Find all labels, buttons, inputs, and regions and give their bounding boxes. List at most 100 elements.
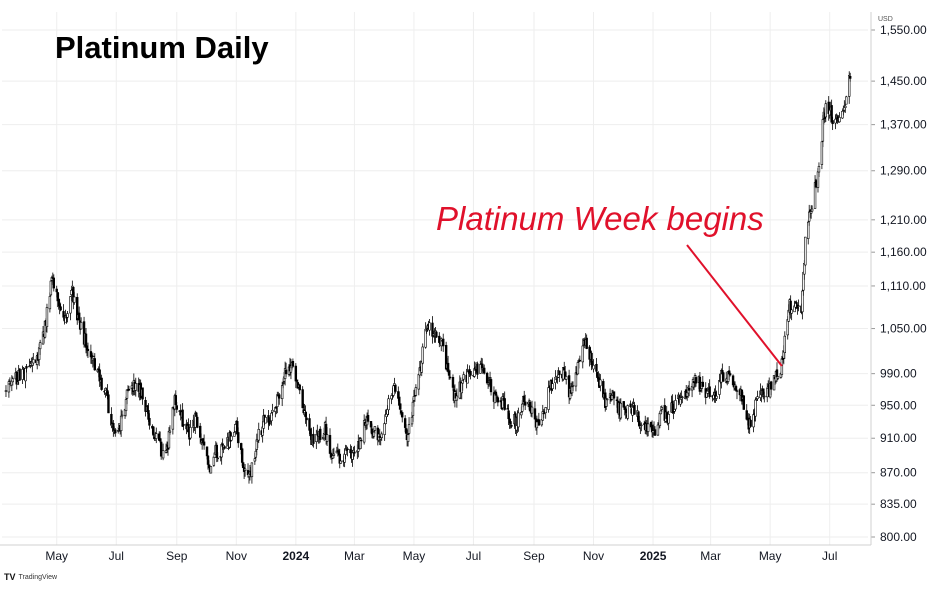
candle — [790, 308, 793, 321]
candle — [196, 414, 199, 429]
x-tick-label: 2024 — [282, 549, 309, 563]
candle — [694, 375, 698, 387]
candle — [489, 376, 493, 396]
candle — [407, 417, 411, 435]
candle-body-down — [148, 417, 151, 426]
candle — [845, 95, 848, 105]
candle-body-down — [694, 377, 698, 384]
candle-body-down — [734, 386, 738, 391]
candle-body-down — [687, 387, 691, 391]
candle — [79, 317, 83, 330]
candle — [735, 389, 739, 400]
candle-body-up — [520, 411, 523, 416]
candle-body-down — [107, 394, 110, 414]
candle-body-up — [155, 433, 158, 439]
candle — [530, 400, 534, 418]
candle — [366, 409, 370, 424]
candle-body-up — [120, 414, 124, 417]
candle-body-down — [127, 388, 131, 391]
candle-body-up — [230, 435, 233, 441]
annotation-arrow-line — [686, 244, 783, 367]
candle-body-down — [762, 388, 765, 395]
candle-body-down — [59, 306, 62, 311]
candle-body-down — [114, 429, 117, 434]
candle-body-down — [509, 421, 512, 425]
candle — [817, 162, 821, 178]
candle-body-up — [640, 424, 643, 427]
candle-body-up — [189, 427, 192, 439]
candle — [674, 394, 677, 412]
candle-body-down — [86, 348, 90, 351]
candle — [114, 428, 117, 437]
candle-body-up — [824, 103, 827, 118]
y-tick-label: 1,210.00 — [880, 213, 927, 227]
candle-body-up — [461, 380, 464, 384]
candle-body-down — [223, 446, 226, 449]
candle — [270, 412, 273, 426]
candle — [585, 334, 588, 350]
candle — [278, 393, 281, 405]
candle — [783, 331, 787, 359]
candle-body-up — [270, 412, 273, 422]
candle-body-up — [373, 426, 377, 431]
candle-body-up — [605, 398, 609, 401]
candle-body-down — [198, 425, 202, 438]
candle — [298, 383, 301, 395]
candle-body-up — [49, 280, 53, 296]
candle — [715, 390, 718, 401]
candle-body-up — [73, 296, 76, 303]
candle — [202, 434, 206, 450]
candle — [59, 302, 62, 312]
candle-body-up — [455, 395, 459, 401]
candle — [701, 376, 705, 388]
candle — [312, 426, 315, 448]
candle-body-up — [631, 407, 634, 416]
candle — [749, 415, 752, 428]
candle — [494, 389, 498, 403]
candle-body-down — [442, 338, 445, 347]
candle — [387, 394, 390, 416]
candle-body-up — [521, 403, 524, 412]
candle-body-up — [414, 387, 418, 396]
candle — [820, 141, 824, 170]
candle-body-down — [742, 395, 746, 410]
candle-body-down — [503, 398, 506, 410]
candle — [411, 397, 415, 422]
candle — [626, 404, 629, 421]
candle — [687, 380, 691, 397]
candle-body-down — [403, 418, 407, 428]
candle-body-up — [407, 424, 411, 434]
candle — [11, 376, 15, 386]
candle-body-up — [387, 398, 390, 411]
candle — [523, 394, 527, 411]
brand-badge[interactable]: TV TradingView — [4, 572, 57, 582]
candle-body-up — [234, 424, 237, 432]
candle — [339, 459, 342, 464]
candle-body-up — [844, 105, 847, 108]
candle — [824, 100, 827, 123]
candle-body-down — [196, 416, 199, 428]
y-tick-label: 800.00 — [880, 530, 917, 544]
candle — [821, 115, 825, 148]
candle — [797, 299, 800, 312]
candle — [4, 385, 8, 397]
axis-layer: 1,550.00 1,450.00 1,370.00 1,290.00 1,210.00… — [0, 12, 927, 563]
candle-body-up — [783, 335, 787, 353]
candle-body-down — [84, 333, 88, 348]
y-tick-label: 1,450.00 — [880, 74, 927, 88]
candle-body-up — [599, 379, 602, 387]
candle — [564, 372, 568, 385]
candle-body-up — [216, 457, 219, 460]
x-tick-label: May — [403, 549, 426, 563]
y-tick-label: 950.00 — [880, 398, 917, 412]
candle — [237, 427, 240, 448]
candle — [161, 443, 165, 461]
candle — [558, 370, 561, 383]
candle — [804, 236, 807, 267]
candle — [380, 431, 383, 441]
candle-body-up — [610, 395, 614, 400]
candle — [728, 371, 732, 377]
candle — [18, 368, 21, 381]
candle — [93, 353, 96, 371]
